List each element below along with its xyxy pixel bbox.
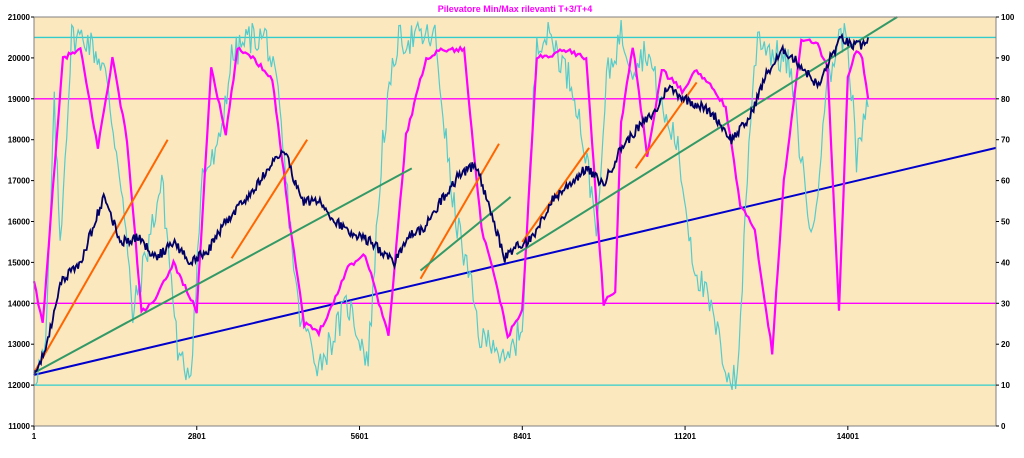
y-tick-label: 17000 — [8, 177, 31, 186]
trend-line-2 — [230, 139, 308, 259]
y2-axis-ticks: 0 10 20 30 40 50 60 70 80 90 100 — [996, 13, 1015, 431]
y-tick-label: 11000 — [8, 422, 30, 431]
y-tick-label: 16000 — [8, 218, 31, 227]
x-tick-label: 1 — [32, 432, 37, 441]
y2-tick-label: 70 — [1001, 136, 1010, 145]
x-tick-label: 14001 — [837, 432, 860, 441]
y-tick-label: 20000 — [8, 54, 31, 63]
y-tick-label: 14000 — [8, 299, 31, 308]
y2-tick-label: 40 — [1001, 258, 1010, 267]
trend-line-3 — [419, 143, 500, 280]
y2-tick-label: 20 — [1001, 340, 1010, 349]
y-axis-ticks: 11000 12000 13000 14000 15000 16000 17000 18000… — [8, 13, 34, 431]
chart-title: Pilevatore Min/Max rilevanti T+3/T+4 — [438, 4, 593, 14]
y2-tick-label: 60 — [1001, 177, 1010, 186]
y-tick-label: 13000 — [8, 340, 31, 349]
x-tick-label: 8401 — [513, 432, 531, 441]
y-tick-label: 21000 — [8, 13, 31, 22]
cyan-oscillator — [33, 20, 869, 391]
trend-lines — [33, 16, 898, 374]
x-tick-label: 11201 — [674, 432, 696, 441]
magenta-oscillator-line — [32, 38, 870, 355]
y2-tick-label: 100 — [1001, 13, 1015, 22]
cyan-oscillator-line — [33, 20, 869, 391]
y2-tick-label: 80 — [1001, 95, 1010, 104]
trend-line-7 — [419, 196, 512, 272]
trend-line-1 — [33, 139, 169, 374]
plot-area — [34, 17, 996, 426]
trend-lines-blue — [33, 146, 997, 376]
trend-line-6 — [33, 167, 413, 374]
y-tick-label: 18000 — [8, 136, 31, 145]
y2-tick-label: 90 — [1001, 54, 1010, 63]
y-tick-label: 15000 — [8, 258, 31, 267]
price-line — [33, 32, 869, 376]
magenta-oscillator — [32, 38, 870, 355]
x-tick-label: 2801 — [188, 432, 206, 441]
y2-tick-label: 30 — [1001, 299, 1010, 308]
trend-line-8 — [515, 16, 898, 256]
y2-tick-label: 0 — [1001, 422, 1006, 431]
y-tick-label: 19000 — [8, 95, 31, 104]
y2-tick-label: 10 — [1001, 381, 1010, 390]
x-axis-ticks: 1 2801 5601 8401 11201 14001 — [32, 426, 860, 441]
y2-tick-label: 50 — [1001, 218, 1010, 227]
trend-line-9 — [33, 146, 997, 376]
x-tick-label: 5601 — [351, 432, 369, 441]
price-series — [33, 32, 869, 376]
y-tick-label: 12000 — [8, 381, 31, 390]
